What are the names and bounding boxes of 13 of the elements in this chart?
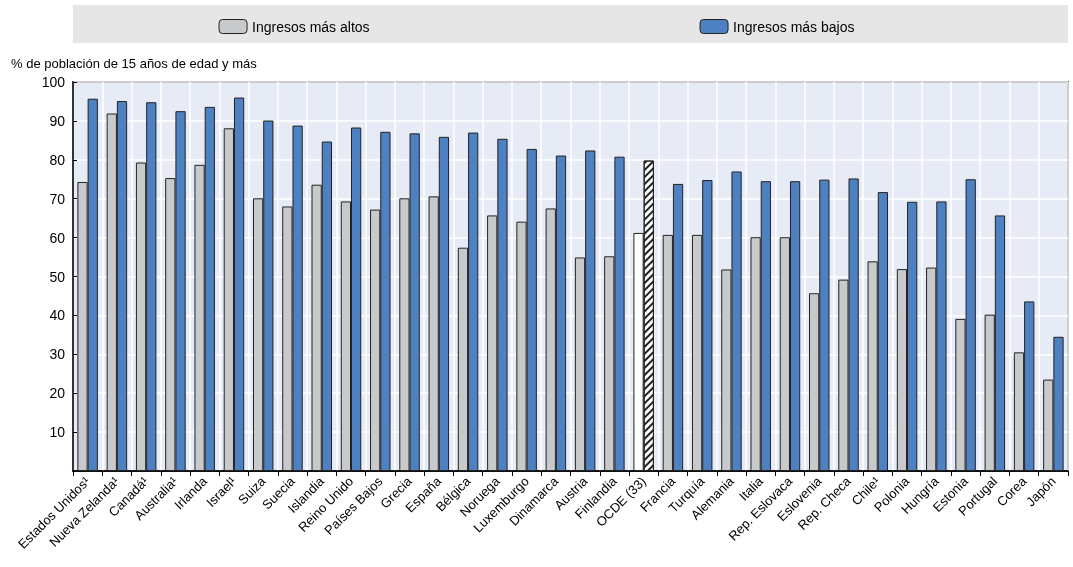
y-tick-label: 40: [49, 307, 66, 324]
legend-label: Ingresos más bajos: [733, 18, 855, 35]
y-tick-label: 50: [49, 268, 66, 285]
y-tick-label: 10: [49, 424, 66, 441]
y-tick-label: 20: [49, 385, 66, 402]
y-tick-label: 100: [41, 74, 66, 90]
y-tick-label: 70: [49, 190, 66, 207]
legend-label: Ingresos más altos: [252, 18, 370, 35]
y-tick-label: 60: [49, 229, 66, 246]
y-tick-label: 80: [49, 151, 66, 168]
y-axis-title: % de población de 15 años de edad y más: [11, 56, 258, 71]
y-tick-label: 90: [49, 112, 66, 129]
y-tick-label: 30: [49, 346, 66, 363]
